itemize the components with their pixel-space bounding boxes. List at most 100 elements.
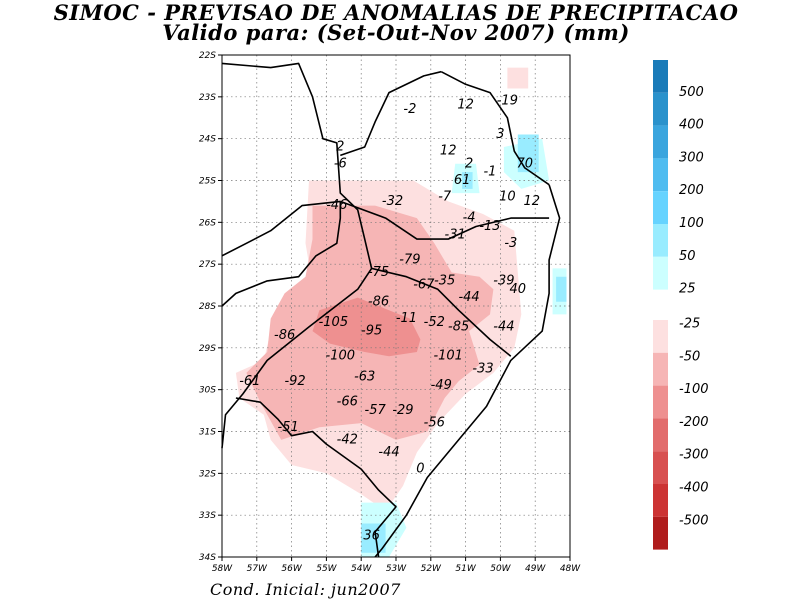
colorbar-swatch--300 <box>653 451 668 484</box>
anomaly-value: -52 <box>424 315 445 330</box>
x-tick-label: 48W <box>560 564 581 574</box>
y-tick-label: 23S <box>199 93 216 103</box>
anomaly-value: -6 <box>334 156 347 171</box>
colorbar-swatch-25 <box>653 256 668 290</box>
colorbar-label: 500 <box>679 85 704 100</box>
y-tick-label: 24S <box>199 135 216 145</box>
initial-condition-footer: Cond. Inicial: jun2007 <box>210 580 401 599</box>
anomaly-value: 3 <box>496 127 504 142</box>
anomaly-value: -32 <box>382 194 403 209</box>
x-tick-label: 51W <box>455 564 476 574</box>
anomaly-value: -7 <box>438 190 452 205</box>
anomaly-value: -95 <box>361 324 382 339</box>
anomaly-values: -19 -2 12 3 12 2 2 70 -6 -1 61-7 10 12 -32 -46 -4-13 -31… <box>239 94 540 544</box>
y-tick-label: 32S <box>199 469 216 479</box>
anomaly-value: -44 <box>458 290 479 305</box>
shaded-region-neg-25 <box>507 67 529 89</box>
boundary-line <box>374 184 561 558</box>
boundary-line <box>440 70 550 186</box>
colorbar-swatch--500 <box>653 516 668 550</box>
anomaly-value: -75 <box>368 265 389 280</box>
colorbar-label: -200 <box>679 415 709 430</box>
anomaly-value: -39 <box>493 273 514 288</box>
anomaly-value: -61 <box>239 374 260 389</box>
colorbar-label: 300 <box>679 150 704 165</box>
map-title: SIMOC - PREVISAO DE ANOMALIAS DE PRECIPI… <box>53 0 739 25</box>
boundary-line <box>221 62 373 449</box>
anomaly-value: -85 <box>448 319 469 334</box>
y-tick-label: 31S <box>199 428 216 438</box>
anomaly-value: -35 <box>434 273 455 288</box>
shaded-region-pos-50 <box>462 172 473 189</box>
x-tick-label: 50W <box>490 564 511 574</box>
y-tick-label: 22S <box>199 51 216 61</box>
anomaly-value: 40 <box>510 282 527 297</box>
y-tick-label: 34S <box>199 553 216 563</box>
anomaly-value: -100 <box>326 349 356 364</box>
anomaly-value: 2 <box>465 156 473 171</box>
y-tick-label: 25S <box>199 177 216 187</box>
shaded-region-pos-50 <box>361 523 386 553</box>
y-tick-label: 30S <box>199 386 216 396</box>
anomaly-value: 12 <box>523 194 540 209</box>
boundary-line <box>221 200 341 257</box>
colorbar-label: -500 <box>679 513 709 528</box>
anomaly-value: -49 <box>431 378 452 393</box>
anomaly-value: -42 <box>337 432 358 447</box>
anomaly-value: -101 <box>433 349 463 364</box>
x-tick-label: 56W <box>281 564 302 574</box>
shaded-region-pos-50 <box>556 276 567 302</box>
colorbar-label: 200 <box>679 183 704 198</box>
anomaly-value: -1 <box>483 165 496 180</box>
colorbar-swatch--50 <box>653 352 668 386</box>
boundary-line <box>340 200 550 240</box>
colorbar-swatch-200 <box>653 158 668 192</box>
anomaly-value: 61 <box>454 173 471 188</box>
anomaly-value: -86 <box>368 294 389 309</box>
boundary-line <box>340 70 442 157</box>
colorbar: 500 400 300 200 100 50 25 -25 -50 -100 -200 -300 -40… <box>653 60 709 550</box>
colorbar-label: -300 <box>679 448 709 463</box>
anomaly-value: -44 <box>378 445 399 460</box>
anomaly-value: 10 <box>499 190 516 205</box>
colorbar-swatch--25 <box>653 320 668 353</box>
colorbar-label: -25 <box>679 317 700 332</box>
anomaly-value: -11 <box>396 311 417 326</box>
colorbar-label: -100 <box>679 382 709 397</box>
colorbar-label: 25 <box>679 282 696 297</box>
colorbar-label: 50 <box>679 249 696 264</box>
x-tick-label: 52W <box>421 564 442 574</box>
y-axis-ticks: 22S 23S 24S 25S 26S 27S 28S 29S 30S 31S 32S 33S 34S <box>199 51 222 563</box>
map-subtitle: Valido para: (Set-Out-Nov 2007) (mm) <box>162 20 630 45</box>
x-tick-label: 53W <box>386 564 407 574</box>
anomaly-value: -31 <box>445 227 466 242</box>
anomaly-value: -92 <box>284 374 305 389</box>
anomaly-value: -57 <box>365 403 387 418</box>
anomaly-value: -3 <box>504 236 517 251</box>
anomaly-value: -67 <box>413 278 435 293</box>
x-tick-label: 58W <box>212 564 233 574</box>
colorbar-label: -400 <box>679 481 709 496</box>
anomaly-value: 12 <box>457 98 474 113</box>
shaded-regions <box>235 67 567 557</box>
colorbar-swatch-400 <box>653 92 668 126</box>
colorbar-swatch-500 <box>653 60 668 93</box>
colorbar-label: 400 <box>679 118 704 133</box>
anomaly-value: -66 <box>337 395 358 410</box>
anomaly-value: -105 <box>319 315 349 330</box>
anomaly-value: -13 <box>479 219 500 234</box>
anomaly-value: -19 <box>497 94 518 109</box>
colorbar-swatch-300 <box>653 125 668 159</box>
anomaly-value: -56 <box>424 416 445 431</box>
anomaly-value: -44 <box>493 319 514 334</box>
anomaly-value: -63 <box>354 370 375 385</box>
x-axis-ticks: 58W 57W 56W 55W 54W 53W 52W 51W 50W 49W 48W <box>212 557 581 574</box>
anomaly-value: -51 <box>278 420 299 435</box>
anomaly-value: -86 <box>274 328 295 343</box>
boundary-line <box>235 397 397 558</box>
anomaly-value: -46 <box>326 198 347 213</box>
x-tick-label: 55W <box>316 564 337 574</box>
anomaly-value: 36 <box>363 529 380 544</box>
anomaly-value: -33 <box>472 361 493 376</box>
